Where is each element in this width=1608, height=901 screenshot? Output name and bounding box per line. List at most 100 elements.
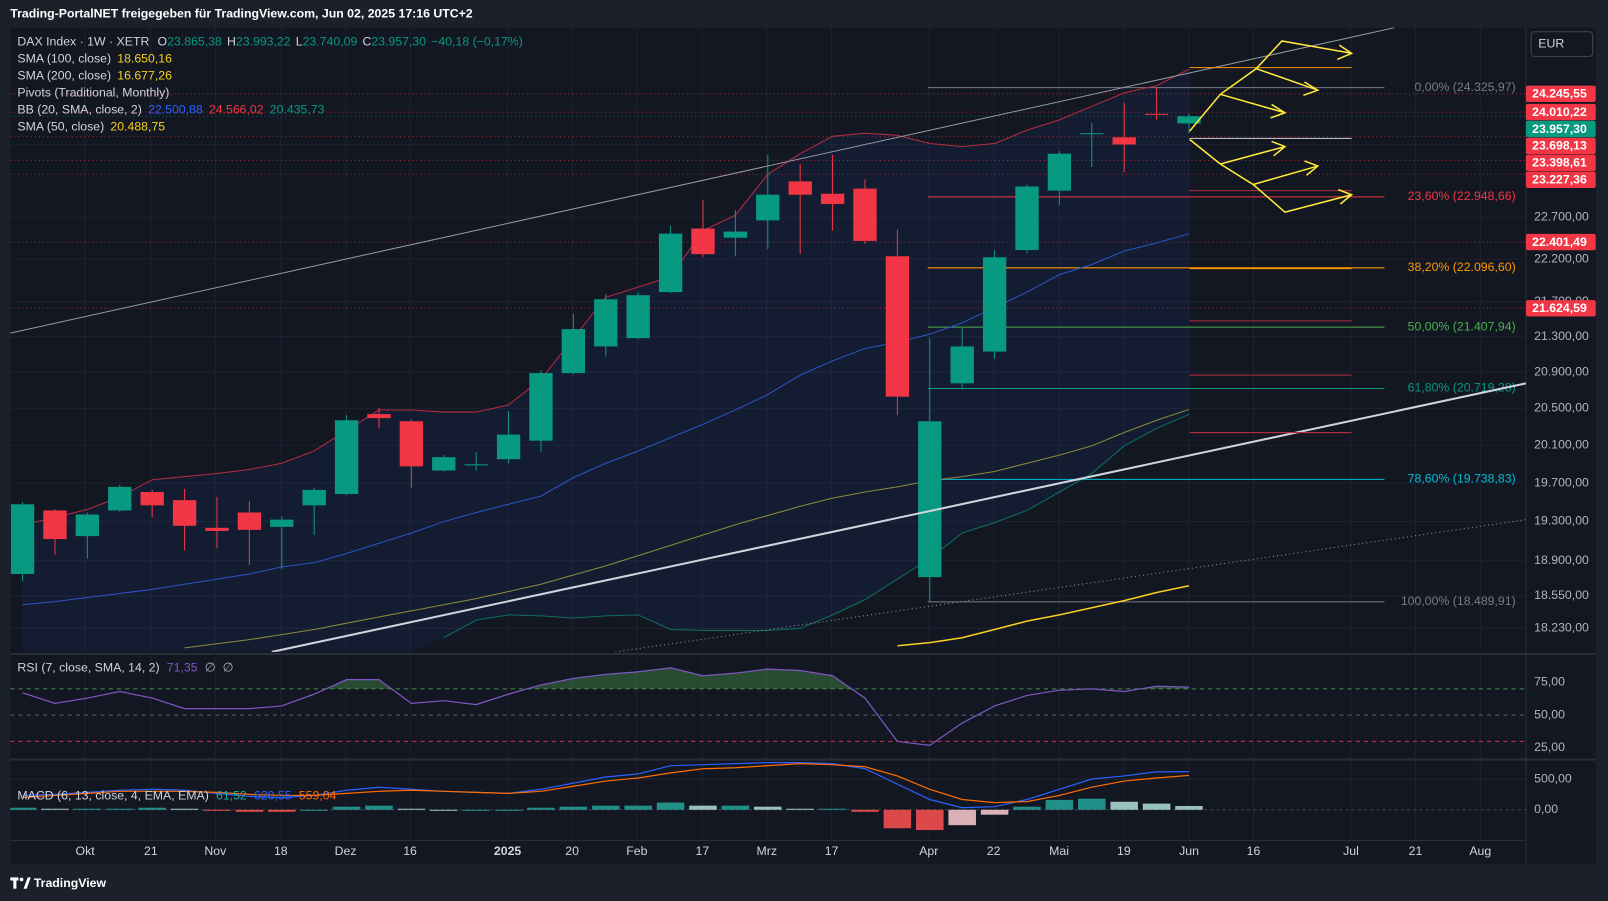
y-tick-label: 500,00 (1534, 771, 1572, 785)
price-badge (1525, 300, 1596, 317)
histogram-bar (430, 809, 458, 811)
legend-text: SMA (200, close) (17, 69, 111, 83)
price-badge (1525, 154, 1596, 172)
candle-body (367, 414, 391, 419)
candle-body (1177, 116, 1201, 124)
price-badge (1525, 120, 1596, 138)
price-badge-label: 23.398,61 (1532, 156, 1587, 170)
candle-body (820, 193, 845, 204)
histogram-bar (494, 809, 523, 811)
legend-text: 20.435,73 (270, 102, 325, 116)
legend-text: C (362, 34, 371, 48)
x-tick-label: 21 (1409, 844, 1423, 858)
fib-label: 61,80% (20.719,28) (1408, 381, 1516, 395)
candle-body (788, 181, 812, 195)
histogram-bar (170, 808, 199, 810)
histogram-bar (1078, 798, 1106, 810)
price-badge (1525, 137, 1596, 155)
histogram-bar (818, 808, 847, 810)
y-tick-label: 18.550,00 (1534, 588, 1589, 602)
legend-text: 16.677,26 (117, 69, 172, 83)
price-badge (1525, 171, 1596, 188)
currency-button[interactable] (1530, 31, 1594, 57)
x-tick-label: Jul (1343, 844, 1359, 858)
x-tick-label: Apr (919, 844, 938, 858)
histogram-bar (300, 809, 328, 811)
grid (10, 27, 1526, 841)
indicator-line (897, 584, 1190, 647)
legend-text: 18.650,16 (117, 52, 172, 66)
price-badge-label: 24.245,55 (1532, 87, 1587, 101)
x-tick-label: Jun (1179, 844, 1199, 858)
candle-body (205, 527, 229, 531)
legend-text: 23.993,22 (236, 34, 291, 48)
forecast-arrows (1189, 40, 1354, 214)
price-badge-label: 21.624,59 (1532, 301, 1587, 315)
histogram-bar (592, 805, 620, 810)
legend-text: 620,55 (254, 789, 292, 803)
price-badge (1525, 85, 1596, 103)
histogram-bar (10, 807, 37, 810)
price-badge-label: 23.957,30 (1532, 122, 1587, 136)
histogram-bar (332, 806, 361, 810)
legend-text: DAX Index · 1W · XETR (17, 34, 149, 48)
histogram-bar (105, 808, 134, 810)
candle-body (432, 457, 456, 471)
macd-pane (10, 761, 1526, 831)
candle-body (1144, 113, 1169, 115)
candle-body (529, 373, 553, 441)
fib-label: 0,00% (24.325,97) (1414, 80, 1515, 94)
histogram-bar (916, 809, 944, 831)
arrow-path (1220, 93, 1286, 114)
x-tick-label: Aug (1469, 844, 1491, 858)
histogram-bar (948, 809, 976, 826)
y-tick-label: 20.100,00 (1534, 438, 1589, 452)
histogram-bar (73, 808, 102, 810)
pivot-segments (1189, 67, 1352, 434)
y-tick-label: 75,00 (1534, 675, 1565, 689)
histogram-bar (883, 809, 912, 829)
legend: DAX Index · 1W · XETR O 23.865,38 H 23.993,2… (17, 34, 522, 802)
trend-line (10, 27, 1395, 334)
candle-body (1080, 133, 1104, 135)
logo-part (23, 877, 31, 889)
histogram-bar (656, 802, 685, 810)
arrow-path (1252, 183, 1352, 214)
y-tick-label: 18.900,00 (1534, 553, 1589, 567)
trend-line (271, 382, 1526, 652)
histogram-bar (1013, 806, 1041, 810)
histogram-bar (138, 807, 166, 810)
price-badge-label: 23.698,13 (1532, 139, 1587, 153)
arrow-path (1255, 67, 1319, 91)
legend-text: 22.500,88 (148, 102, 203, 116)
histogram-bar (235, 809, 264, 812)
price-badge (1525, 233, 1596, 251)
x-tick-label: 17 (695, 844, 709, 858)
x-tick-label: Mai (1049, 844, 1069, 858)
legend-text: ∅ (205, 661, 216, 675)
x-tick-label: Feb (626, 844, 647, 858)
candle-body (1112, 137, 1136, 145)
legend-text: MACD (6, 13, close, 4, EMA, EMA) (17, 789, 208, 803)
candle-body (885, 256, 910, 397)
arrow-head (1338, 188, 1354, 205)
candle-body (464, 464, 488, 466)
candle-body (1015, 186, 1039, 251)
y-tick-label: 20.500,00 (1534, 401, 1589, 415)
y-tick-label: 22.200,00 (1534, 251, 1589, 265)
candle-body (496, 434, 521, 460)
x-tick-label: Mrz (757, 844, 778, 858)
chart-area (10, 27, 1596, 865)
arrow-head (1303, 81, 1320, 97)
x-tick-label: Dez (335, 844, 357, 858)
candle-body (853, 188, 877, 241)
currency-label[interactable]: EUR (1538, 36, 1564, 50)
y-tick-label: 20.900,00 (1534, 364, 1589, 378)
histogram-bar (980, 809, 1009, 815)
candle-body (302, 489, 326, 506)
candle-body (756, 194, 780, 221)
x-tick-label: Okt (76, 844, 96, 858)
indicator-line (184, 408, 1190, 649)
y-tick-label: 25,00 (1534, 740, 1565, 754)
